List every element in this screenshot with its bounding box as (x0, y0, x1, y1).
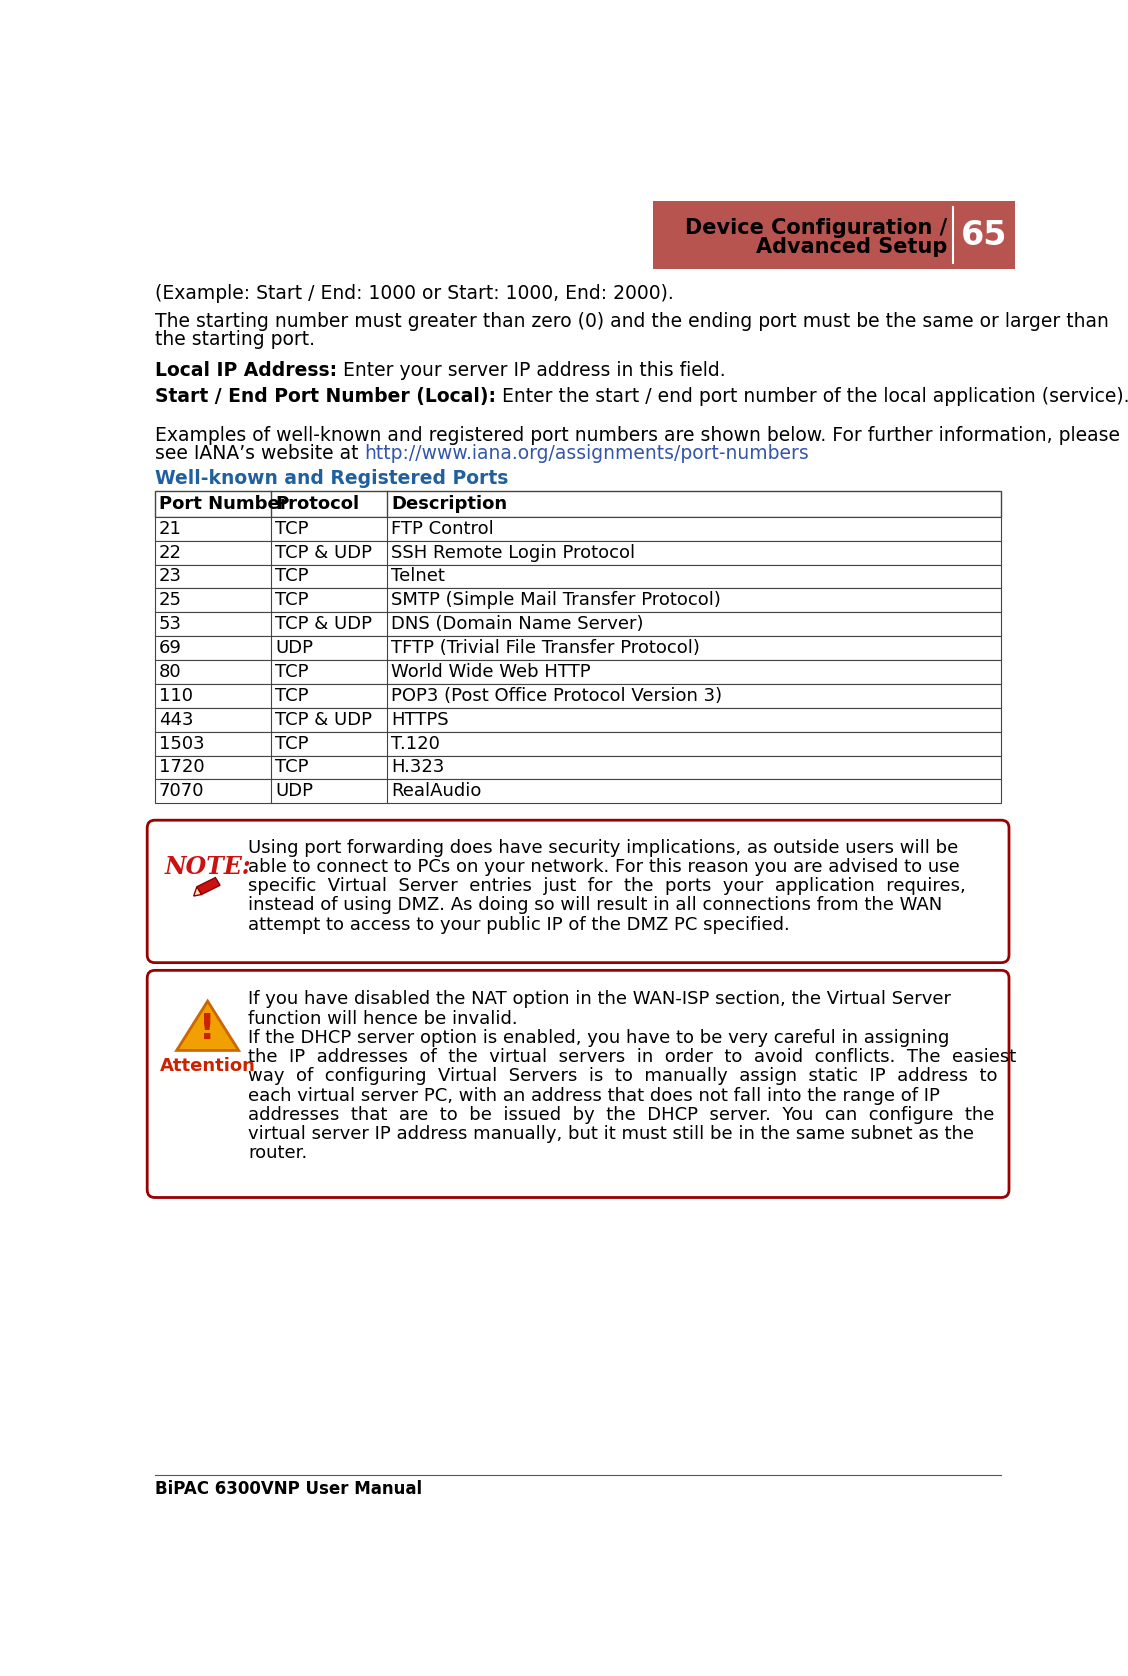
Text: 110: 110 (159, 687, 193, 706)
Text: able to connect to PCs on your network. For this reason you are advised to use: able to connect to PCs on your network. … (248, 858, 960, 877)
Text: TCP & UDP: TCP & UDP (275, 615, 372, 634)
Text: see IANA’s website at: see IANA’s website at (155, 444, 364, 464)
Text: TCP: TCP (275, 734, 309, 753)
Bar (155, 707, 1002, 732)
Text: 25: 25 (159, 592, 182, 610)
Text: each virtual server PC, with an address that does not fall into the range of IP: each virtual server PC, with an address … (248, 1086, 940, 1104)
FancyBboxPatch shape (147, 820, 1010, 962)
Text: POP3 (Post Office Protocol Version 3): POP3 (Post Office Protocol Version 3) (391, 687, 722, 706)
Text: 443: 443 (159, 711, 193, 729)
Text: Enter your server IP address in this field.: Enter your server IP address in this fie… (337, 362, 725, 380)
Bar (155, 541, 1002, 565)
Text: If the DHCP server option is enabled, you have to be very careful in assigning: If the DHCP server option is enabled, yo… (248, 1029, 950, 1048)
Bar (155, 565, 1002, 588)
Text: TCP & UDP: TCP & UDP (275, 711, 372, 729)
Text: Enter the start / end port number of the local application (service).: Enter the start / end port number of the… (496, 387, 1128, 407)
Text: virtual server IP address manually, but it must still be in the same subnet as t: virtual server IP address manually, but … (248, 1125, 973, 1143)
Text: specific  Virtual  Server  entries  just  for  the  ports  your  application  re: specific Virtual Server entries just for… (248, 877, 966, 895)
Text: Advanced Setup: Advanced Setup (756, 236, 948, 256)
Text: TCP: TCP (275, 687, 309, 706)
Text: SMTP (Simple Mail Transfer Protocol): SMTP (Simple Mail Transfer Protocol) (391, 592, 721, 610)
Text: 23: 23 (159, 568, 182, 585)
Text: 1720: 1720 (159, 759, 204, 776)
Bar (155, 612, 1002, 637)
Text: BiPAC 6300VNP User Manual: BiPAC 6300VNP User Manual (155, 1480, 422, 1498)
Text: TCP & UDP: TCP & UDP (275, 543, 372, 561)
Text: (Example: Start / End: 1000 or Start: 1000, End: 2000).: (Example: Start / End: 1000 or Start: 10… (155, 285, 673, 303)
Text: RealAudio: RealAudio (391, 783, 482, 801)
Bar (155, 516, 1002, 541)
Text: 22: 22 (159, 543, 182, 561)
Bar (652, 201, 953, 268)
Text: TCP: TCP (275, 568, 309, 585)
Text: 80: 80 (159, 664, 182, 680)
Text: 69: 69 (159, 639, 182, 657)
Polygon shape (196, 878, 220, 895)
Text: FTP Control: FTP Control (391, 520, 494, 538)
Text: the starting port.: the starting port. (155, 330, 315, 350)
Text: attempt to access to your public IP of the DMZ PC specified.: attempt to access to your public IP of t… (248, 915, 790, 934)
Text: NOTE:: NOTE: (165, 855, 250, 878)
Text: DNS (Domain Name Server): DNS (Domain Name Server) (391, 615, 644, 634)
Text: function will hence be invalid.: function will hence be invalid. (248, 1009, 518, 1027)
Text: Device Configuration /: Device Configuration / (685, 218, 948, 238)
Text: 1503: 1503 (159, 734, 204, 753)
Bar (155, 491, 1002, 516)
FancyBboxPatch shape (141, 201, 1015, 268)
Text: Using port forwarding does have security implications, as outside users will be: Using port forwarding does have security… (248, 838, 958, 856)
Text: TFTP (Trivial File Transfer Protocol): TFTP (Trivial File Transfer Protocol) (391, 639, 700, 657)
Text: Well-known and Registered Ports: Well-known and Registered Ports (155, 469, 509, 488)
Bar (155, 779, 1002, 803)
Text: TCP: TCP (275, 759, 309, 776)
Polygon shape (177, 1001, 239, 1051)
Text: the  IP  addresses  of  the  virtual  servers  in  order  to  avoid  conflicts. : the IP addresses of the virtual servers … (248, 1048, 1016, 1066)
Text: Port Number: Port Number (159, 494, 289, 513)
Text: Examples of well-known and registered port numbers are shown below. For further : Examples of well-known and registered po… (155, 426, 1120, 444)
Text: way  of  configuring  Virtual  Servers  is  to  manually  assign  static  IP  ad: way of configuring Virtual Servers is to… (248, 1068, 997, 1086)
Bar (155, 684, 1002, 707)
Bar (953, 201, 1015, 268)
Text: TCP: TCP (275, 520, 309, 538)
Bar (155, 756, 1002, 779)
Text: UDP: UDP (275, 783, 314, 801)
Text: 7070: 7070 (159, 783, 204, 801)
Text: 53: 53 (159, 615, 182, 634)
Text: World Wide Web HTTP: World Wide Web HTTP (391, 664, 591, 680)
Text: 21: 21 (159, 520, 182, 538)
FancyBboxPatch shape (147, 970, 1010, 1197)
Text: HTTPS: HTTPS (391, 711, 449, 729)
Text: http://www.iana.org/assignments/port-numbers: http://www.iana.org/assignments/port-num… (364, 444, 809, 464)
Text: If you have disabled the NAT option in the WAN-ISP section, the Virtual Server: If you have disabled the NAT option in t… (248, 991, 951, 1009)
Bar (155, 732, 1002, 756)
Text: Local IP Address:: Local IP Address: (155, 362, 337, 380)
Polygon shape (194, 887, 202, 897)
Text: !: ! (200, 1012, 215, 1046)
Bar (155, 588, 1002, 612)
Text: router.: router. (248, 1145, 307, 1163)
Text: 65: 65 (961, 218, 1007, 251)
Bar (155, 637, 1002, 660)
Text: TCP: TCP (275, 592, 309, 610)
Text: Protocol: Protocol (275, 494, 359, 513)
Text: Telnet: Telnet (391, 568, 446, 585)
Bar (155, 660, 1002, 684)
Text: T.120: T.120 (391, 734, 440, 753)
Text: UDP: UDP (275, 639, 314, 657)
Text: The starting number must greater than zero (0) and the ending port must be the s: The starting number must greater than ze… (155, 312, 1109, 330)
Text: SSH Remote Login Protocol: SSH Remote Login Protocol (391, 543, 635, 561)
Text: instead of using DMZ. As doing so will result in all connections from the WAN: instead of using DMZ. As doing so will r… (248, 897, 942, 915)
Text: Attention: Attention (160, 1056, 256, 1074)
Text: TCP: TCP (275, 664, 309, 680)
Text: Description: Description (391, 494, 508, 513)
Text: H.323: H.323 (391, 759, 444, 776)
Text: Start / End Port Number (Local):: Start / End Port Number (Local): (155, 387, 496, 407)
Text: addresses  that  are  to  be  issued  by  the  DHCP  server.  You  can  configur: addresses that are to be issued by the D… (248, 1106, 994, 1125)
